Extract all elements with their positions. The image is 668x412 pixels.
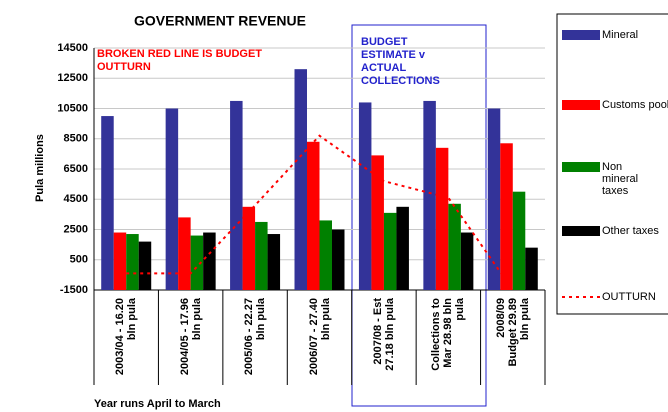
legend-label: Customs pool xyxy=(602,99,668,111)
legend-swatch xyxy=(562,30,600,40)
x-tick-label: 2003/04 - 16.20 bln pula xyxy=(114,298,139,376)
y-tick-label: 6500 xyxy=(64,163,88,175)
bar xyxy=(383,212,397,290)
legend-label: Other taxes xyxy=(602,225,659,237)
bar xyxy=(435,147,449,290)
line xyxy=(126,134,514,291)
y-tick-label: 4500 xyxy=(64,193,88,205)
legend-box xyxy=(556,13,668,315)
bar xyxy=(101,116,114,290)
y-tick-label: 8500 xyxy=(64,133,88,145)
bar xyxy=(358,102,372,290)
bar xyxy=(190,235,204,290)
bar xyxy=(500,143,513,290)
annotation: BUDGET ESTIMATE v ACTUAL COLLECTIONS xyxy=(361,36,440,87)
bar xyxy=(423,100,436,290)
x-tick-label: Collections to Mar 28.98 bln pula xyxy=(430,298,467,371)
bar xyxy=(267,234,281,290)
bar xyxy=(332,229,345,290)
y-tick-label: 12500 xyxy=(57,72,88,84)
legend-label: Mineral xyxy=(602,29,639,41)
bar xyxy=(203,232,216,290)
bar xyxy=(113,232,127,290)
legend-label: OUTTURN xyxy=(602,291,656,303)
legend-swatch xyxy=(562,100,600,110)
chart-title: GOVERNMENT REVENUE xyxy=(134,13,306,29)
x-tick-label: 2008/09 Budget 29.89 bln pula xyxy=(494,298,531,367)
bar xyxy=(178,217,191,290)
bar xyxy=(165,108,179,290)
x-tick-label: 2004/05 - 17.96 bln pula xyxy=(178,298,203,376)
bar xyxy=(512,191,526,290)
bar xyxy=(448,203,461,290)
bar xyxy=(126,234,139,290)
y-tick-label: 10500 xyxy=(57,102,88,114)
bar xyxy=(255,221,268,290)
bar xyxy=(242,206,256,290)
y-tick-label: -1500 xyxy=(60,284,88,296)
x-tick-label: 2005/06 - 22.27 bln pula xyxy=(243,298,268,376)
y-tick-label: 500 xyxy=(70,254,88,266)
bar xyxy=(525,247,538,290)
bar xyxy=(487,108,501,290)
bar xyxy=(319,220,332,290)
y-tick-label: 14500 xyxy=(57,42,88,54)
bar xyxy=(138,241,152,290)
y-axis-label: Pula millions xyxy=(34,134,46,202)
legend-swatch xyxy=(562,226,600,236)
bar xyxy=(230,100,243,290)
x-axis-label: Year runs April to March xyxy=(94,398,221,410)
bar xyxy=(307,141,320,290)
bar xyxy=(396,206,409,290)
annotation: BROKEN RED LINE IS BUDGET OUTTURN xyxy=(97,48,263,73)
legend-swatch xyxy=(562,162,600,172)
y-tick-label: 2500 xyxy=(64,223,88,235)
x-tick-label: 2006/07 - 27.40 bln pula xyxy=(307,298,332,376)
bar xyxy=(460,232,474,290)
highlight-box xyxy=(351,24,487,407)
bar xyxy=(294,69,307,290)
x-tick-label: 2007/08 - Est 27.18 bln pula xyxy=(371,298,396,371)
legend-label: Non mineral taxes xyxy=(602,161,639,197)
bar xyxy=(371,155,384,290)
